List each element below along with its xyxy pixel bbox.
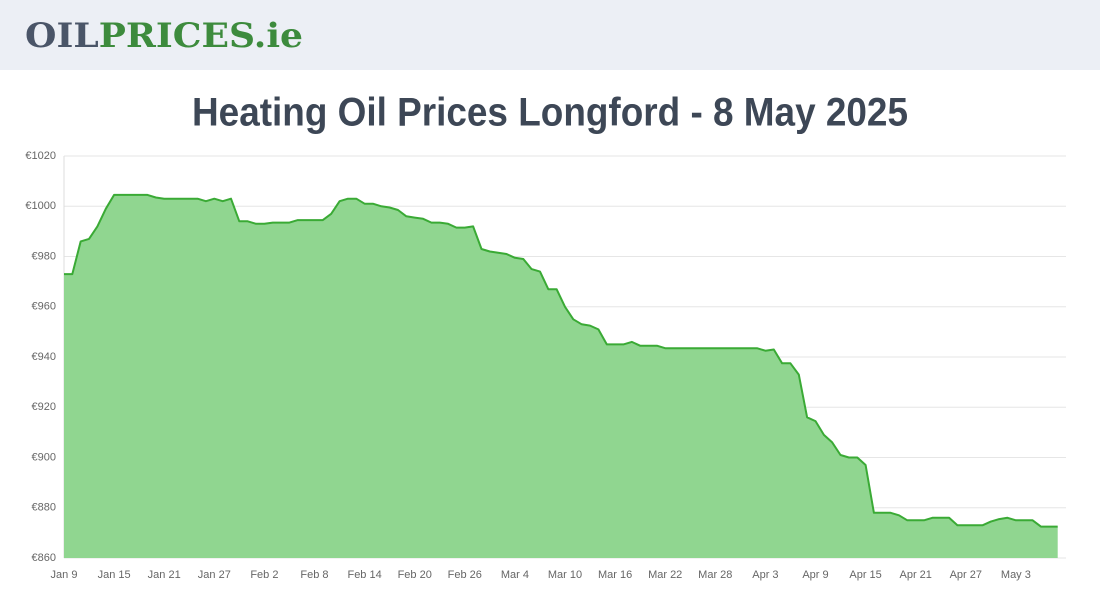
x-tick-label: Feb 8	[300, 569, 328, 581]
x-tick-label: Apr 15	[849, 569, 881, 581]
x-tick-label: Feb 2	[250, 569, 278, 581]
y-tick-label: €880	[32, 502, 56, 514]
header-bar	[0, 0, 1100, 70]
y-tick-label: €960	[32, 301, 56, 313]
x-tick-label: Mar 16	[598, 569, 632, 581]
x-tick-label: Mar 4	[501, 569, 529, 581]
price-line	[64, 193, 1058, 528]
x-tick-label: Jan 15	[98, 569, 131, 581]
y-tick-label: €900	[32, 451, 56, 463]
x-tick-label: Jan 27	[198, 569, 231, 581]
logo[interactable]: OIL PRICES .ie	[25, 16, 303, 56]
y-tick-label: €980	[32, 250, 56, 262]
x-tick-label: Apr 21	[899, 569, 931, 581]
x-tick-label: Mar 10	[548, 569, 582, 581]
x-tick-label: Apr 3	[752, 569, 778, 581]
x-tick-label: Jan 9	[51, 569, 78, 581]
x-tick-label: Jan 21	[148, 569, 181, 581]
logo-suffix: .ie	[254, 16, 303, 56]
y-tick-label: €1000	[25, 200, 56, 212]
x-tick-label: Feb 14	[347, 569, 381, 581]
logo-main: OIL	[25, 16, 99, 56]
chart-title: Heating Oil Prices Longford - 8 May 2025	[192, 91, 908, 135]
x-tick-label: May 3	[1001, 569, 1031, 581]
y-tick-label: €1020	[25, 150, 56, 162]
x-tick-label: Mar 28	[698, 569, 732, 581]
logo-highlight: PRICES	[99, 16, 254, 56]
area-fill	[64, 194, 1058, 558]
y-tick-label: €940	[32, 351, 56, 363]
x-tick-label: Mar 22	[648, 569, 682, 581]
x-tick-label: Apr 27	[950, 569, 982, 581]
x-tick-label: Apr 9	[802, 569, 828, 581]
y-tick-label: €860	[32, 552, 56, 564]
x-tick-label: Feb 26	[448, 569, 482, 581]
y-tick-label: €920	[32, 401, 56, 413]
x-tick-label: Feb 20	[398, 569, 432, 581]
